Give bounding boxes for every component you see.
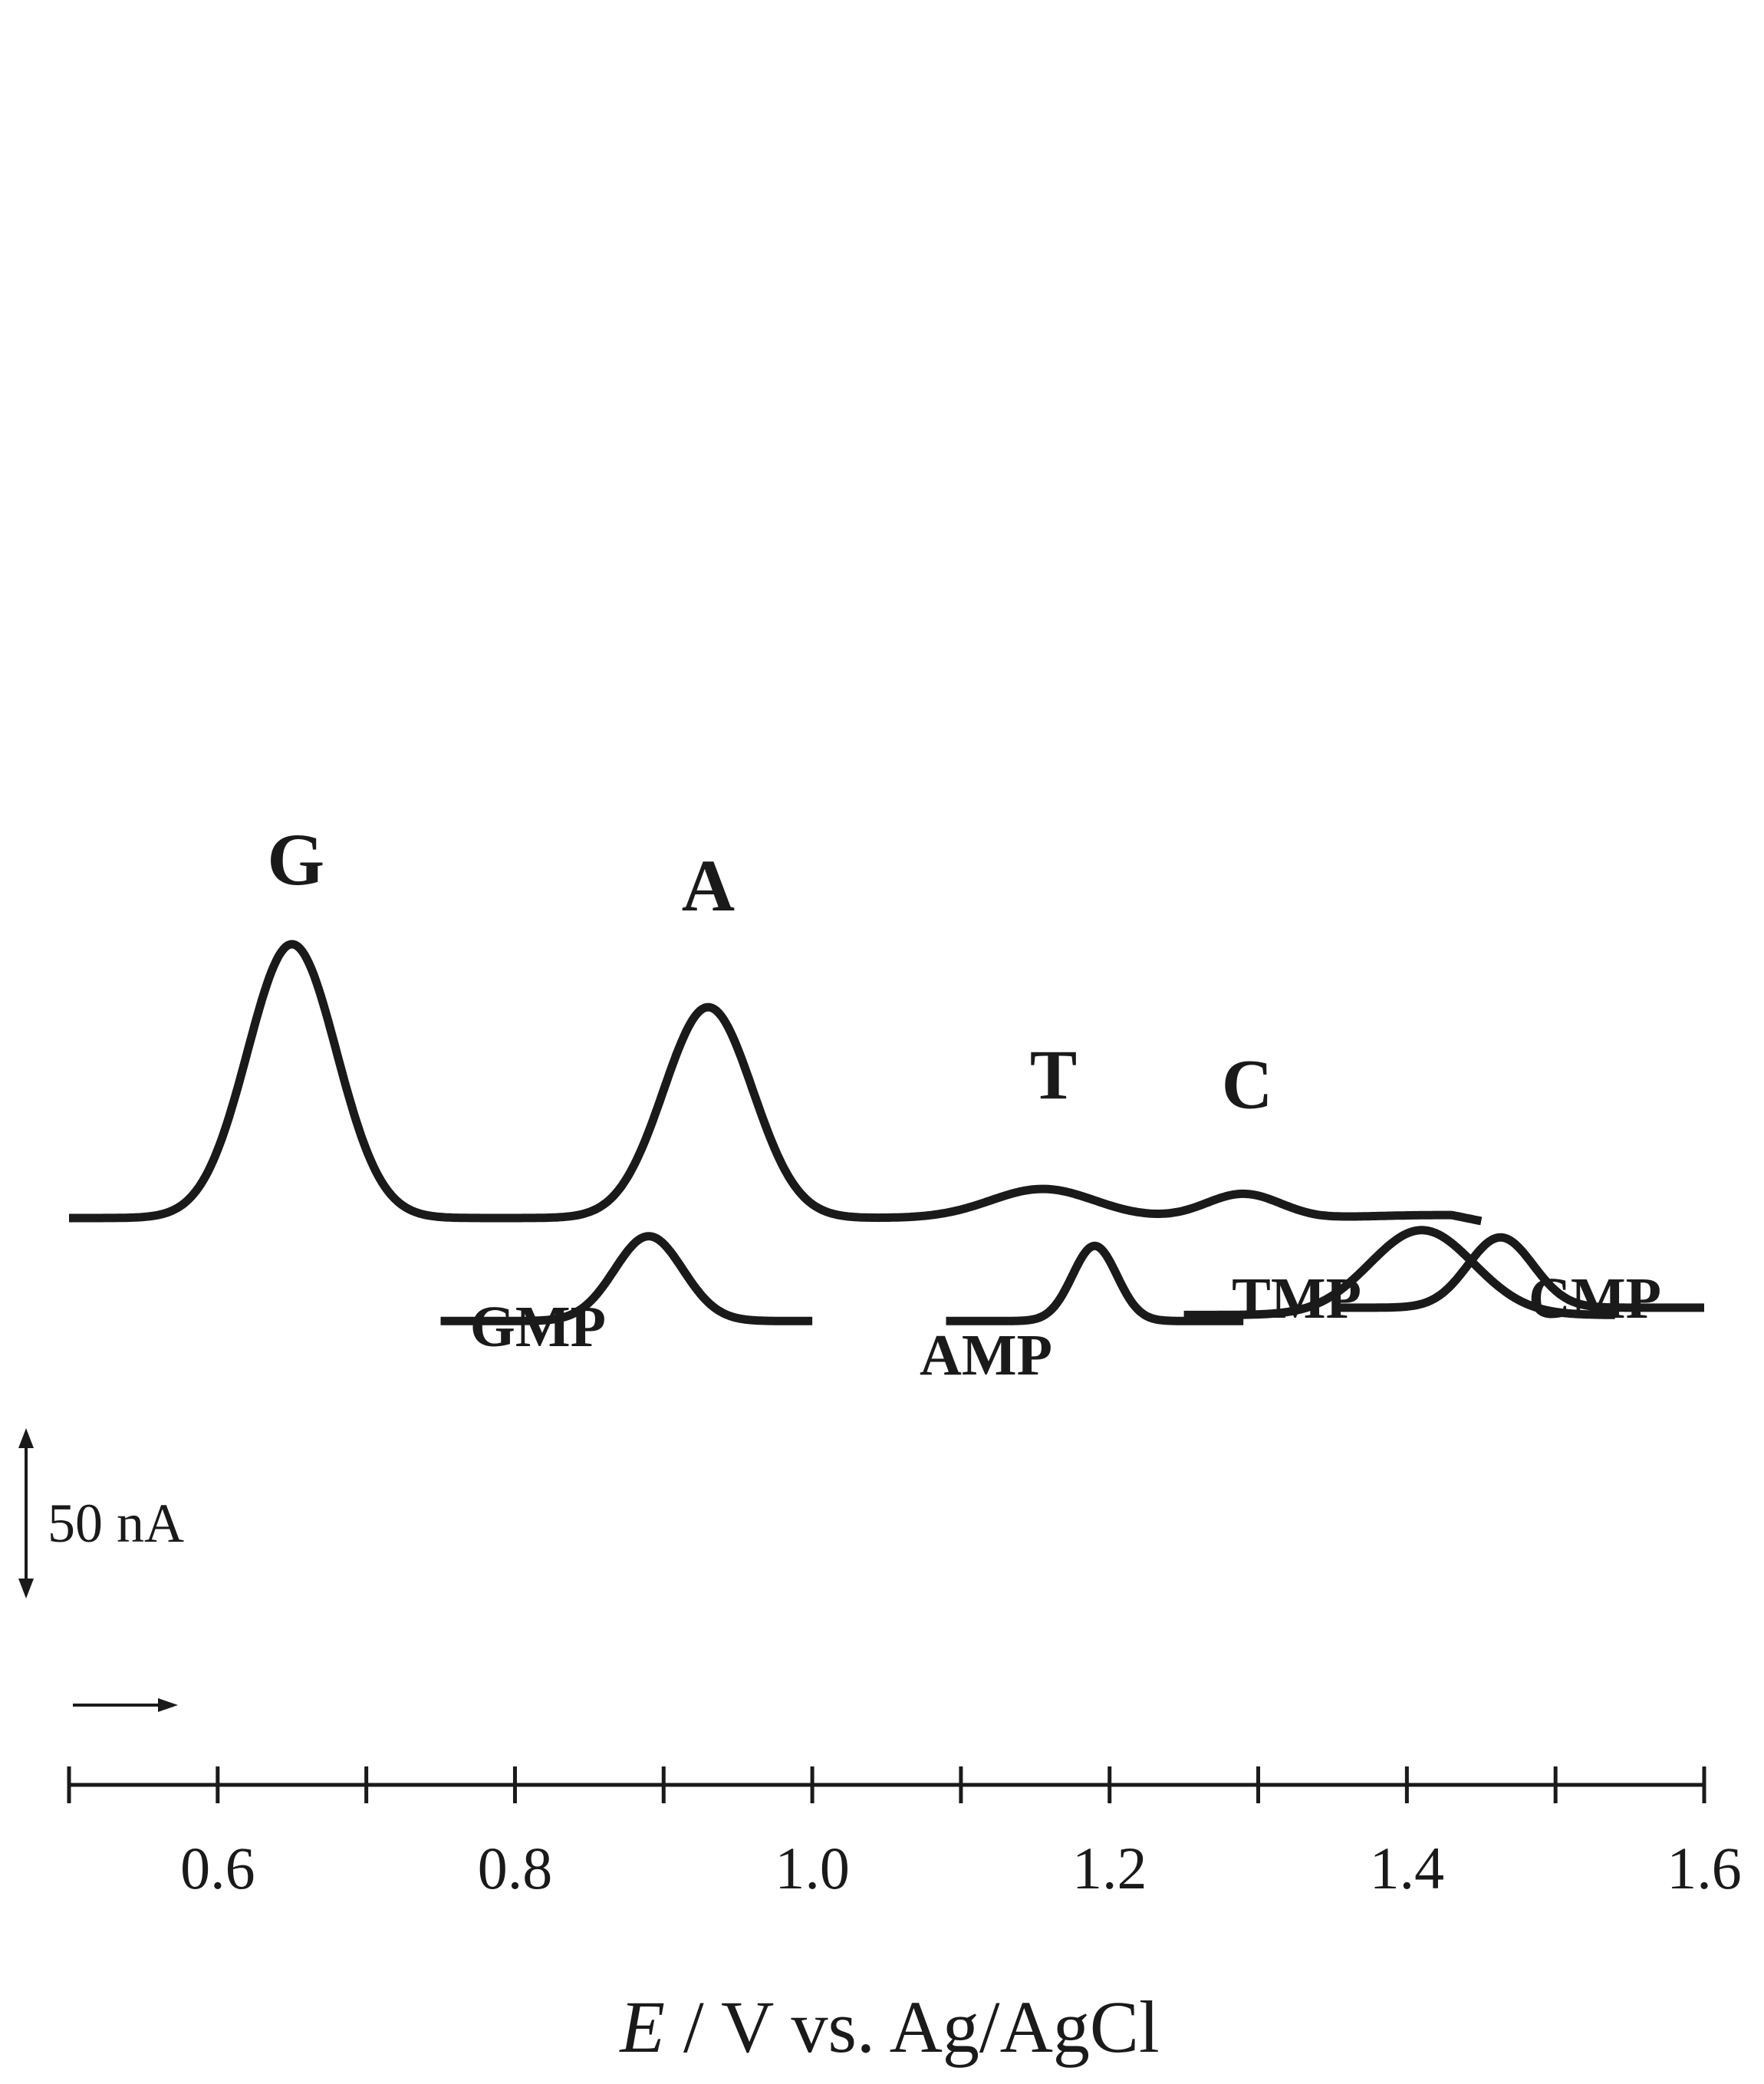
peak-label-gmp: GMP [470,1295,606,1359]
peak-label-amp: AMP [920,1323,1052,1388]
curve-cmp [1328,1233,1708,1312]
curve-gmp [436,1232,816,1325]
scan-direction-arrow [73,1698,178,1712]
x-tick-label: 0.6 [180,1835,255,1901]
scan-direction-arrowhead [158,1698,178,1712]
x-axis: 0.6 0.8 1.0 1.2 1.4 1.6 [67,1766,1742,1901]
voltammogram-curves [67,940,1708,1325]
peak-label-cmp: CMP [1529,1266,1661,1331]
scale-bar-arrowhead-bottom [18,1579,34,1598]
x-tick-label: 1.6 [1667,1835,1742,1901]
peak-labels: G A T C GMP AMP TMP CMP [267,818,1661,1388]
current-scale-bar: 50 nA [18,1428,184,1598]
x-tick-label: 1.4 [1370,1835,1445,1901]
scale-bar-label: 50 nA [48,1493,184,1554]
peak-label-a: A [682,844,735,927]
x-axis-ticks: 0.6 0.8 1.0 1.2 1.4 1.6 [67,1766,1742,1901]
scale-bar-arrowhead-top [18,1428,34,1448]
peak-label-g: G [267,818,324,900]
peak-label-tmp: TMP [1232,1266,1361,1331]
peak-label-c: C [1222,1045,1272,1123]
x-axis-title: E / V vs. Ag/AgCl [618,1986,1159,2068]
curve-amp [942,1241,1247,1325]
curve-nucleobase-mixture [67,940,1483,1226]
x-axis-title-unit: / V vs. Ag/AgCl [665,1986,1160,2068]
curve-tmp [1180,1226,1619,1319]
x-tick-label: 1.2 [1072,1835,1147,1901]
x-tick-label: 1.0 [775,1835,850,1901]
peak-label-t: T [1030,1035,1077,1114]
x-axis-title-symbol: E [618,1986,665,2068]
x-tick-label: 0.8 [478,1835,553,1901]
